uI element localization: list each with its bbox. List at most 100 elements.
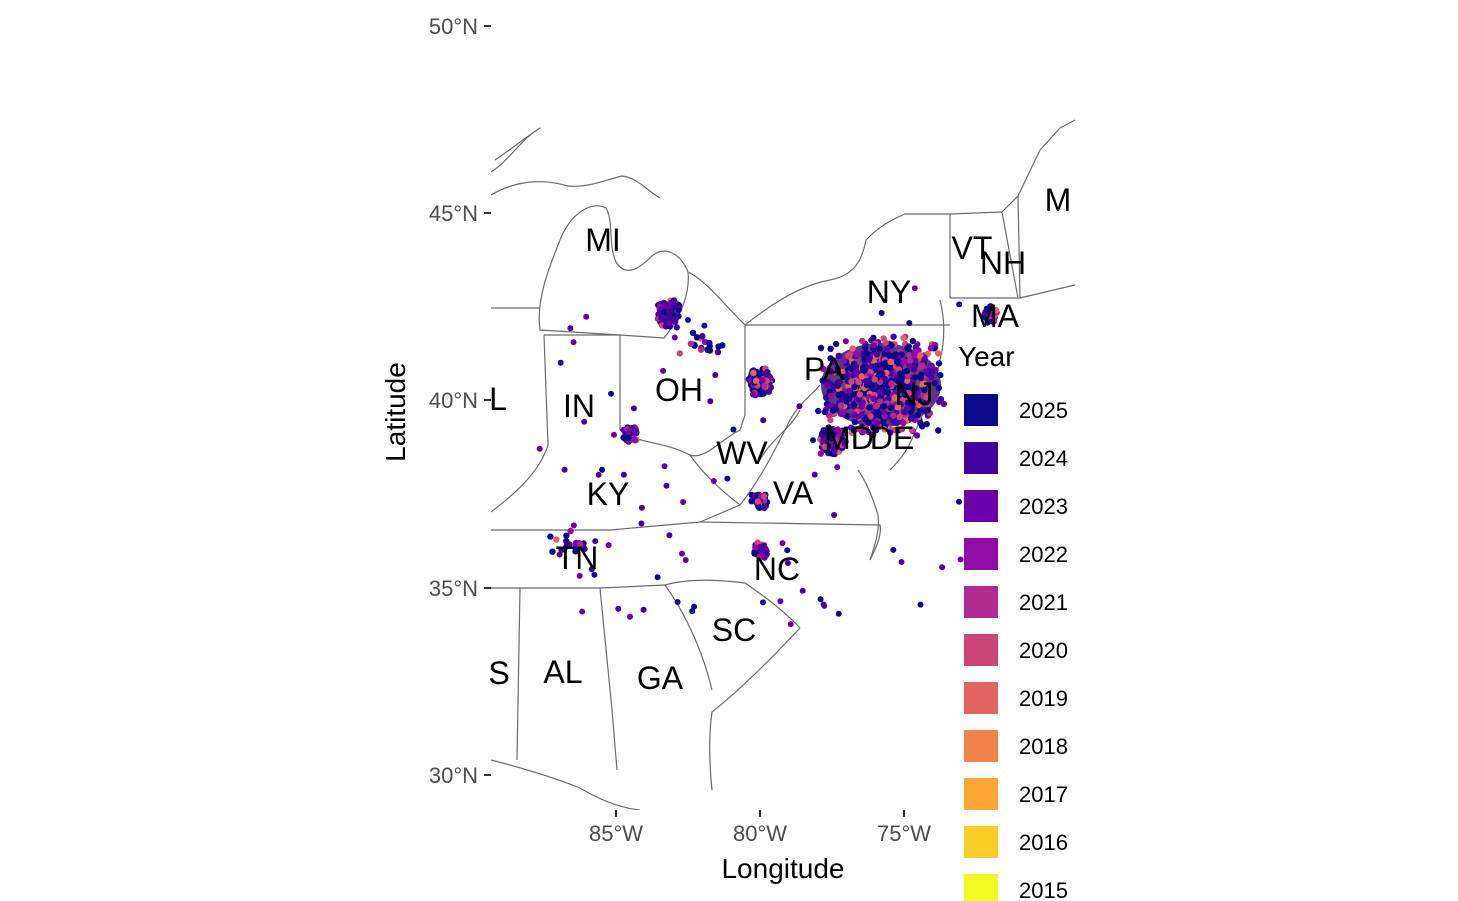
data-point: [898, 426, 906, 433]
data-point: [935, 384, 943, 392]
data-point: [817, 450, 824, 457]
data-point: [689, 608, 696, 615]
data-point: [844, 412, 851, 420]
data-point: [674, 599, 681, 605]
data-point: [913, 432, 921, 439]
legend-label: 2016: [1019, 830, 1068, 855]
data-point: [911, 357, 919, 364]
data-point: [914, 412, 921, 419]
y-tick-label: 45°N: [429, 201, 478, 226]
legend-swatch: [964, 874, 998, 901]
data-point: [868, 382, 876, 389]
data-point: [572, 548, 579, 555]
data-point: [839, 368, 846, 376]
data-point: [880, 335, 887, 342]
state-label-il: L: [489, 381, 507, 417]
data-point: [835, 610, 842, 617]
data-point: [765, 388, 772, 395]
data-point: [848, 378, 855, 385]
data-point: [777, 598, 784, 605]
data-point: [820, 427, 827, 434]
data-point: [670, 297, 678, 304]
data-point: [760, 599, 766, 606]
data-point: [834, 464, 841, 471]
border-upper-peninsula: [491, 127, 661, 199]
border-ky-tn: [491, 384, 821, 531]
data-point: [750, 369, 757, 377]
data-point: [625, 434, 632, 442]
data-point: [862, 424, 870, 432]
state-label-de: DE: [870, 420, 914, 456]
state-label-nc: NC: [754, 551, 800, 587]
data-point: [906, 362, 913, 369]
data-point: [832, 340, 840, 348]
y-axis-title: Latitude: [380, 362, 411, 462]
y-axis: 50°N 45°N 40°N 35°N 30°N: [429, 14, 491, 788]
data-point: [758, 549, 766, 557]
legend-swatch: [964, 778, 998, 810]
state-label-md: MD: [824, 420, 874, 456]
data-point: [567, 325, 574, 332]
data-point: [906, 351, 913, 359]
data-point: [909, 414, 916, 422]
state-label-mi: MI: [585, 222, 621, 258]
legend-swatch: [964, 538, 998, 570]
data-point: [836, 379, 843, 386]
data-point: [905, 390, 912, 397]
legend-swatch: [964, 442, 998, 474]
data-point: [911, 386, 918, 393]
state-label-nh: NH: [980, 245, 1026, 281]
data-point: [992, 307, 1000, 314]
data-point: [820, 601, 827, 608]
data-point: [917, 601, 924, 608]
data-point: [827, 345, 834, 352]
x-axis: 85°W 80°W 75°W: [589, 810, 931, 846]
data-point: [894, 404, 902, 411]
data-point: [821, 443, 828, 450]
data-point: [923, 394, 930, 401]
data-point: [810, 437, 816, 444]
data-point: [896, 413, 903, 421]
data-point: [872, 427, 880, 434]
data-point: [595, 471, 602, 478]
data-point: [754, 539, 761, 546]
data-point: [898, 559, 905, 565]
data-point: [835, 391, 842, 398]
state-label-sc: SC: [712, 612, 756, 648]
data-point: [592, 538, 599, 545]
data-point: [888, 342, 895, 349]
state-label-ny: NY: [867, 274, 911, 310]
data-point: [761, 383, 768, 390]
x-tick-label: 75°W: [877, 821, 931, 846]
data-point: [756, 371, 763, 378]
data-point: [632, 428, 639, 435]
state-label-vt: VT: [952, 230, 993, 266]
data-point: [917, 374, 925, 382]
data-point: [908, 426, 915, 433]
data-point: [611, 431, 617, 438]
data-point: [557, 359, 564, 366]
legend-label: 2025: [1019, 398, 1068, 423]
legend-swatch: [964, 682, 998, 714]
border-oh-pa: [744, 297, 1020, 415]
data-point: [719, 342, 726, 349]
data-point: [856, 391, 864, 398]
y-tick-label: 30°N: [429, 763, 478, 788]
data-point: [863, 378, 870, 385]
data-point: [661, 463, 668, 470]
data-point: [824, 382, 831, 389]
data-point: [663, 482, 670, 489]
data-point: [827, 392, 835, 400]
data-point: [680, 499, 687, 505]
data-point: [862, 416, 869, 423]
data-point: [712, 372, 719, 378]
legend-swatch: [964, 490, 998, 522]
data-point: [891, 419, 899, 426]
data-point: [868, 363, 876, 370]
state-label-ky: KY: [587, 476, 630, 512]
data-point: [819, 377, 826, 384]
data-point: [706, 339, 713, 347]
data-point: [841, 440, 848, 447]
data-point: [707, 398, 714, 405]
data-point: [909, 337, 917, 345]
